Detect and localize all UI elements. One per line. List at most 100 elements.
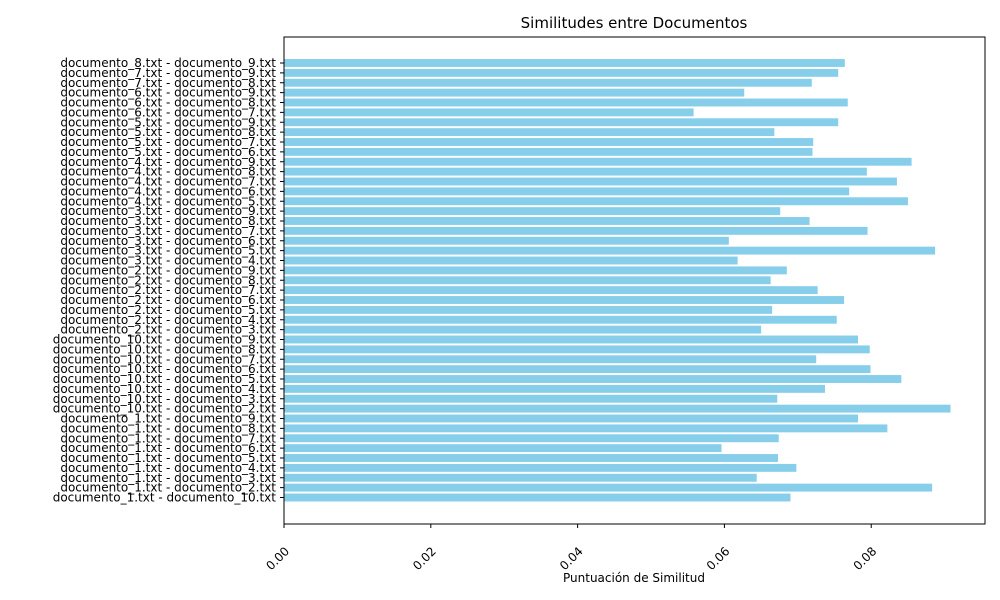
bar	[284, 217, 810, 225]
x-tick-label: 0.04	[557, 544, 586, 573]
y-tick-label: documento_1.txt - documento_3.txt	[60, 471, 276, 485]
x-tick-label: 0.08	[851, 544, 880, 573]
y-tick-label: documento_10.txt - documento_6.txt	[53, 362, 277, 376]
bar	[284, 246, 936, 255]
y-tick-label: documento_3.txt - documento_8.txt	[60, 214, 276, 228]
y-tick-label: documento_10.txt - documento_7.txt	[53, 352, 277, 366]
bar	[284, 404, 951, 413]
bar	[284, 98, 848, 107]
bar	[284, 473, 757, 482]
bar	[284, 187, 850, 196]
bar	[284, 463, 797, 472]
y-tick-label: documento_1.txt - documento_7.txt	[60, 431, 276, 445]
bar	[284, 305, 773, 314]
bar	[284, 157, 912, 166]
x-tick-label: 0.02	[410, 544, 439, 573]
bar	[284, 167, 867, 176]
bar	[284, 365, 871, 374]
bar	[284, 384, 825, 393]
y-tick-label: documento_3.txt - documento_7.txt	[60, 224, 276, 238]
bar	[284, 286, 818, 295]
y-tick-label: documento_1.txt - documento_10.txt	[53, 491, 277, 505]
y-tick-label: documento_3.txt - documento_4.txt	[60, 254, 276, 268]
y-tick-label: documento_4.txt - documento_8.txt	[60, 165, 276, 179]
bar	[284, 256, 738, 265]
bar	[284, 177, 897, 186]
bar	[284, 414, 859, 423]
y-tick-label: documento_2.txt - documento_6.txt	[60, 293, 276, 307]
bar	[284, 88, 745, 97]
y-tick-label: documento_2.txt - documento_8.txt	[60, 273, 276, 287]
y-tick-label: documento_3.txt - documento_6.txt	[60, 234, 276, 248]
bar	[284, 276, 771, 285]
y-tick-label: documento_4.txt - documento_6.txt	[60, 184, 276, 198]
bar	[284, 493, 791, 502]
y-tick-label: documento_1.txt - documento_6.txt	[60, 441, 276, 455]
y-tick-label: documento_2.txt - documento_7.txt	[60, 283, 276, 297]
x-tick-labels: 0.00 0.02 0.04 0.06 0.08	[263, 524, 879, 573]
bar	[284, 207, 781, 216]
bar	[284, 138, 814, 146]
bar	[284, 434, 779, 443]
y-tick-label: documento_7.txt - documento_9.txt	[60, 66, 276, 80]
bar	[284, 108, 694, 117]
y-tick-label: documento_2.txt - documento_9.txt	[60, 263, 276, 277]
y-tick-label: documento_2.txt - documento_5.txt	[60, 303, 276, 317]
bar	[284, 483, 933, 492]
bar	[284, 424, 888, 433]
bar	[284, 394, 778, 403]
bar	[284, 59, 845, 67]
x-axis-label: Puntuación de Similitud	[563, 571, 705, 585]
bar	[284, 454, 779, 462]
y-tick-label: documento_6.txt - documento_9.txt	[60, 86, 276, 100]
bar	[284, 78, 812, 87]
y-tick-label: documento_8.txt - documento_9.txt	[60, 56, 276, 70]
bar	[284, 315, 837, 324]
bar	[284, 375, 902, 383]
bars-group	[284, 59, 951, 502]
y-tick-label: documento_2.txt - documento_4.txt	[60, 313, 276, 327]
y-tick-label: documento_3.txt - documento_5.txt	[60, 244, 276, 258]
bar	[284, 226, 868, 235]
bar	[284, 444, 722, 453]
y-tick-labels: documento_1.txt - documento_10.txtdocume…	[53, 56, 284, 505]
y-tick-label: documento_6.txt - documento_8.txt	[60, 96, 276, 110]
y-tick-label: documento_6.txt - documento_7.txt	[60, 105, 276, 119]
bar	[284, 325, 762, 334]
y-tick-label: documento_10.txt - documento_9.txt	[53, 333, 277, 347]
bar	[284, 266, 787, 275]
chart-title: Similitudes entre Documentos	[521, 14, 748, 32]
bar	[284, 197, 908, 206]
y-tick-label: documento_10.txt - documento_5.txt	[53, 372, 277, 386]
y-tick-label: documento_10.txt - documento_2.txt	[53, 402, 277, 416]
bar	[284, 335, 859, 344]
bar	[284, 68, 839, 77]
bar	[284, 147, 813, 156]
y-tick-label: documento_1.txt - documento_9.txt	[60, 412, 276, 426]
y-tick-label: documento_1.txt - documento_8.txt	[60, 421, 276, 435]
y-tick-label: documento_3.txt - documento_9.txt	[60, 204, 276, 218]
bar	[284, 118, 839, 127]
y-tick-label: documento_10.txt - documento_8.txt	[53, 342, 277, 356]
plot-frame	[283, 36, 986, 525]
y-tick-label: documento_1.txt - documento_5.txt	[60, 451, 276, 465]
y-tick-label: documento_10.txt - documento_4.txt	[53, 382, 277, 396]
bar	[284, 355, 817, 364]
y-tick-label: documento_2.txt - documento_3.txt	[60, 323, 276, 337]
y-tick-label: documento_1.txt - documento_4.txt	[60, 461, 276, 475]
y-tick-label: documento_1.txt - documento_2.txt	[60, 481, 276, 495]
y-tick-label: documento_10.txt - documento_3.txt	[53, 392, 277, 406]
y-tick-label: documento_4.txt - documento_7.txt	[60, 175, 276, 189]
y-tick-label: documento_5.txt - documento_9.txt	[60, 115, 276, 129]
x-tick-label: 0.00	[263, 544, 292, 573]
y-tick-label: documento_4.txt - documento_5.txt	[60, 194, 276, 208]
y-tick-label: documento_7.txt - documento_8.txt	[60, 76, 276, 90]
bar	[284, 345, 870, 354]
x-tick-label: 0.06	[704, 544, 733, 573]
y-tick-label: documento_5.txt - documento_6.txt	[60, 145, 276, 159]
bar	[284, 236, 729, 245]
bar	[284, 296, 845, 304]
bar	[284, 128, 775, 137]
y-tick-label: documento_4.txt - documento_9.txt	[60, 155, 276, 169]
